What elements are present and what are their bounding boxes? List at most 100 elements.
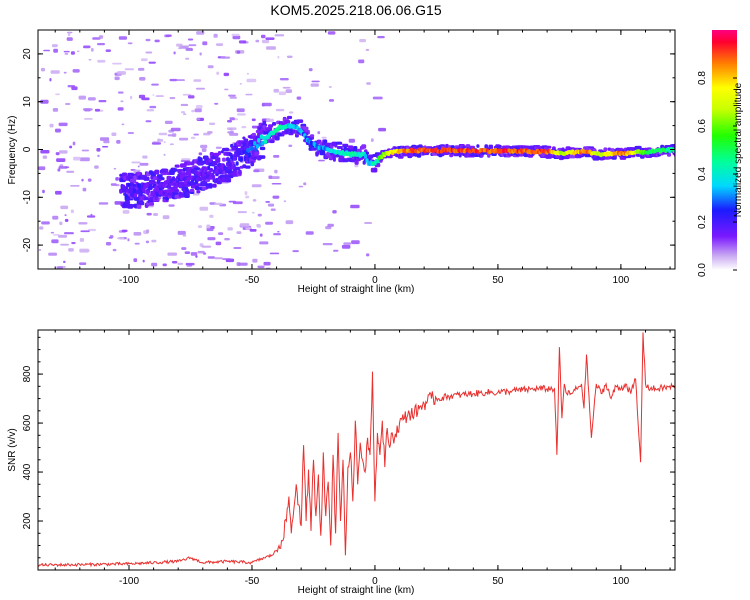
spectrogram-noise-cell — [366, 253, 370, 257]
spectrogram-noise-cell — [239, 223, 250, 227]
spectrogram-noise-cell — [185, 262, 195, 266]
spectrogram-ridge-halo — [277, 132, 283, 137]
spectrogram-noise-cell — [40, 67, 45, 72]
spectrogram-noise-cell — [50, 231, 55, 234]
spectrogram-noise-cell — [41, 221, 50, 225]
spectrogram-noise-cell — [72, 141, 76, 146]
spectrogram-noise-cell — [70, 209, 74, 214]
spectrogram-noise-cell — [109, 235, 114, 238]
spectrogram-ridge-cell — [200, 175, 204, 181]
spectrogram-noise-cell — [366, 82, 371, 85]
snr-frame — [37, 329, 676, 571]
spectrogram-noise-cell — [265, 37, 275, 40]
spectrogram-noise-cell — [224, 238, 230, 241]
spectrogram-ridge-cell — [181, 181, 185, 187]
spectrogram-ridge-halo — [154, 196, 158, 201]
spectrogram-ridge-halo — [130, 182, 134, 186]
spectrogram-noise-cell — [81, 178, 84, 182]
spectrogram-noise-cell — [117, 237, 125, 240]
x-tick-label: 50 — [492, 275, 504, 286]
spectrogram-noise-cell — [292, 250, 299, 253]
spectrogram-noise-cell — [252, 199, 257, 202]
spectrogram-noise-cell — [63, 50, 70, 53]
spectrogram-ridge-cell — [148, 183, 153, 189]
spectrogram-ridge-halo — [254, 151, 259, 157]
spectrogram-ridge-halo — [373, 167, 377, 173]
spectrogram-ridge-halo — [365, 151, 370, 155]
spectrogram-noise-cell — [66, 170, 75, 173]
spectrogram-noise-cell — [348, 138, 355, 143]
spectrogram-ridge-halo — [259, 146, 266, 151]
x-tick-label: 100 — [613, 576, 630, 587]
spectrogram-noise-cell — [183, 113, 187, 115]
spectrogram-noise-cell — [285, 89, 292, 93]
spectrogram-noise-cell — [142, 259, 145, 263]
spectrogram-noise-cell — [277, 55, 280, 59]
spectrogram-noise-cell — [251, 118, 256, 122]
spectrogram-noise-cell — [167, 252, 177, 256]
spectrogram-noise-cell — [84, 118, 93, 120]
y-tick-label: 400 — [22, 463, 33, 480]
spectrogram-ridge-halo — [667, 152, 672, 157]
spectrogram-ridge-halo — [519, 153, 523, 157]
spectrogram-ridge-cell — [119, 189, 123, 194]
spectrogram-ridge-halo — [148, 202, 154, 206]
spectrogram-ridge-cell — [196, 177, 200, 182]
spectrogram-noise-cell — [118, 36, 127, 40]
spectrogram-noise-cell — [305, 231, 314, 235]
spectrogram-ridge-halo — [250, 161, 255, 167]
spectrogram-noise-cell — [151, 262, 158, 267]
spectrogram-ridge-halo — [127, 203, 134, 209]
spectrogram-noise-cell — [88, 59, 92, 61]
spectrogram-ridge-halo — [368, 154, 374, 159]
x-tick-label: 50 — [492, 576, 504, 587]
spectrogram-noise-cell — [145, 120, 152, 123]
spectrogram-noise-cell — [215, 241, 222, 246]
spectrogram-noise-cell — [327, 31, 336, 35]
spectrogram-ridge-halo — [259, 155, 266, 159]
spectrogram-noise-cell — [133, 232, 142, 236]
spectrogram-noise-cell — [195, 255, 198, 258]
spectrogram-noise-cell — [328, 86, 332, 88]
spectrogram-ridge-cell — [263, 139, 268, 144]
spectrogram-noise-cell — [55, 128, 61, 133]
spectrogram-noise-cell — [354, 164, 359, 168]
spectrogram-noise-cell — [220, 56, 231, 59]
spectrogram-noise-cell — [87, 178, 92, 182]
spectrogram-noise-cell — [70, 185, 80, 187]
spectrogram-noise-cell — [317, 131, 321, 135]
spectrogram-ridge-cell — [227, 158, 231, 163]
x-tick-label: -100 — [119, 576, 139, 587]
spectrogram-ridge-cell — [128, 186, 132, 191]
spectrogram-ridge-halo — [161, 177, 165, 181]
spectrogram-noise-cell — [120, 100, 124, 103]
spectrogram-noise-cell — [229, 96, 237, 99]
spectrogram-ridge-halo — [136, 171, 141, 177]
spectrogram-noise-cell — [271, 183, 282, 185]
spectrogram-noise-cell — [92, 37, 101, 40]
spectrogram-noise-cell — [197, 225, 203, 228]
spectrogram-ridge-halo — [603, 147, 608, 152]
spectrogram-noise-cell — [78, 95, 86, 100]
spectrogram-ridge-halo — [194, 185, 200, 191]
spectrogram-noise-cell — [151, 142, 162, 145]
spectrogram-noise-cell — [52, 108, 59, 112]
spectrogram-noise-cell — [38, 166, 46, 171]
spectrogram-noise-cell — [214, 257, 223, 260]
spectrogram-ridge-halo — [143, 196, 149, 201]
spectrogram-noise-cell — [57, 168, 61, 172]
spectrogram-noise-cell — [64, 218, 69, 222]
spectrogram-ridge-halo — [207, 165, 211, 171]
spectrogram-ridge-cell — [127, 182, 131, 188]
spectrogram-noise-cell — [283, 200, 287, 203]
y-tick-label: -10 — [22, 190, 33, 205]
spectrogram-ridge-cell — [236, 148, 240, 154]
spectrogram-ridge-cell — [139, 192, 143, 197]
spectrogram-noise-cell — [239, 83, 242, 85]
snr-y-label: SNR (v/v) — [7, 428, 18, 471]
spectrogram-ridge-halo — [154, 169, 160, 175]
spectrogram-noise-cell — [97, 43, 105, 46]
spectrogram-noise-cell — [214, 102, 219, 105]
spectrogram-noise-cell — [51, 44, 58, 48]
spectrogram-noise-cell — [181, 158, 191, 161]
